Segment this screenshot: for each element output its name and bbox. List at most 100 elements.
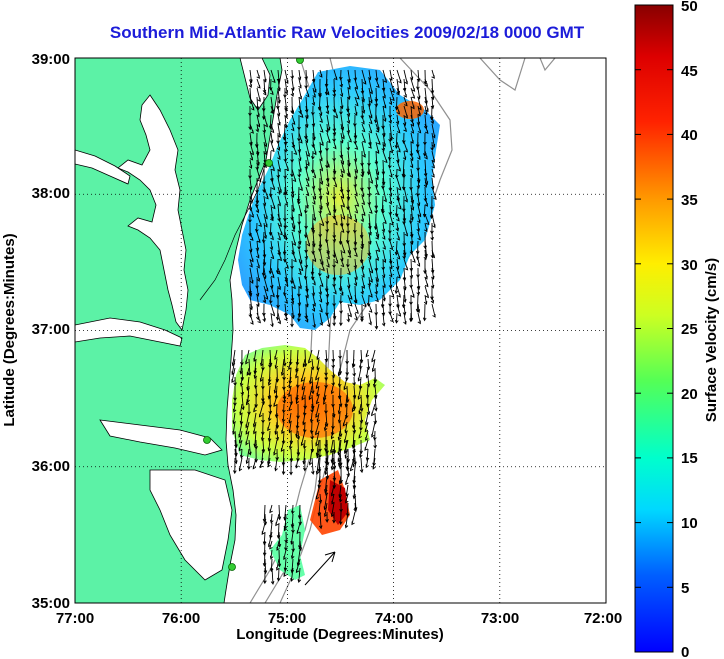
velocity-arrow (311, 69, 316, 83)
velocity-arrow (302, 358, 307, 368)
velocity-arrow (354, 303, 359, 314)
velocity-arrow (352, 466, 356, 485)
velocity-arrow (361, 276, 365, 289)
velocity-arrow (311, 96, 316, 107)
velocity-arrow (297, 168, 301, 178)
velocity-arrow (262, 312, 266, 323)
velocity-arrow (396, 294, 400, 309)
velocity-arrow (260, 430, 265, 442)
velocity-arrow (333, 213, 338, 226)
velocity-arrow (375, 276, 379, 288)
velocity-arrow (423, 177, 428, 188)
velocity-arrow (326, 249, 330, 260)
velocity-arrow (256, 258, 260, 269)
velocity-hotspot-north (306, 215, 370, 275)
velocity-arrow (312, 195, 316, 205)
colorbar-tick: 20 (681, 386, 698, 403)
colorbar-tick: 15 (681, 450, 698, 467)
velocity-arrow (347, 249, 352, 258)
velocity-arrow (360, 312, 364, 323)
velocity-arrow (364, 421, 369, 433)
velocity-arrow (268, 78, 273, 91)
velocity-arrow (291, 540, 295, 553)
velocity-arrow (277, 312, 281, 325)
y-tick: 37:00 (32, 321, 70, 338)
x-tick: 73:00 (481, 610, 519, 627)
delaware-bay (239, 58, 271, 111)
velocity-arrow (332, 231, 337, 243)
velocity-arrow (396, 177, 402, 191)
plot-frame (74, 57, 607, 604)
velocity-arrow (310, 457, 315, 475)
velocity-arrow (245, 394, 250, 406)
velocity-arrow (249, 204, 255, 218)
velocity-arrow (394, 132, 399, 150)
velocity-arrow (305, 276, 309, 293)
velocity-arrow (267, 430, 272, 442)
x-tick: 77:00 (56, 610, 94, 627)
velocity-arrow (298, 105, 304, 118)
velocity-arrow (352, 376, 356, 387)
colorbar-scale (634, 4, 674, 653)
velocity-arrow (304, 312, 309, 323)
velocity-arrow (424, 123, 429, 135)
velocity-arrow (347, 204, 352, 220)
velocity-arrow (245, 349, 250, 365)
velocity-arrow (295, 421, 299, 438)
velocity-arrow (270, 123, 275, 134)
velocity-arrow (326, 132, 331, 144)
velocity-arrow (330, 502, 335, 518)
radar-stations (203, 58, 304, 571)
velocity-arrow (337, 448, 342, 463)
velocity-arrow (339, 312, 343, 327)
velocity-arrow (324, 502, 328, 518)
velocity-arrow (268, 258, 273, 275)
velocity-arrow (352, 421, 357, 434)
velocity-arrow (382, 186, 387, 203)
velocity-arrow (291, 249, 297, 263)
velocity-arrow (347, 78, 351, 90)
velocity-arrow (416, 195, 421, 207)
velocity-arrow (381, 204, 385, 215)
velocity-arrow (291, 276, 296, 290)
velocity-arrow (318, 204, 322, 215)
velocity-arrow (394, 240, 399, 256)
velocity-arrow (388, 114, 393, 125)
velocity-arrow (358, 430, 362, 439)
velocity-arrow (353, 258, 358, 270)
velocity-arrow (269, 513, 274, 524)
velocity-arrow (254, 385, 259, 398)
velocity-arrow (315, 403, 320, 418)
velocity-arrow (382, 69, 387, 84)
velocity-arrow (325, 267, 330, 279)
velocity-arrow (416, 258, 421, 267)
velocity-arrow (245, 421, 250, 435)
velocity-arrow (403, 186, 408, 203)
velocity-arrow (332, 258, 336, 269)
velocity-arrow (416, 285, 421, 296)
velocity-arrow (339, 502, 343, 513)
velocity-arrow (296, 430, 300, 441)
velocity-arrow (410, 150, 414, 162)
velocity-arrow (270, 567, 275, 585)
velocity-arrow (359, 412, 364, 424)
velocity-arrow (416, 186, 420, 197)
velocity-arrow (319, 303, 323, 313)
velocity-arrow (277, 222, 283, 236)
velocity-arrow (274, 349, 278, 361)
velocity-arrow (416, 222, 421, 233)
velocity-arrow (325, 123, 329, 134)
velocity-arrow (298, 258, 304, 272)
velocity-arrow (401, 177, 406, 191)
velocity-arrow (416, 303, 421, 314)
velocity-arrow (290, 69, 294, 80)
velocity-arrow (301, 385, 306, 401)
velocity-arrow (295, 367, 299, 379)
velocity-arrow (276, 558, 280, 571)
velocity-arrow (331, 484, 335, 497)
velocity-arrow (375, 132, 381, 145)
velocity-arrow (277, 186, 281, 195)
plot-area (75, 58, 606, 603)
velocity-arrow (417, 204, 422, 218)
velocity-arrow (344, 439, 349, 453)
